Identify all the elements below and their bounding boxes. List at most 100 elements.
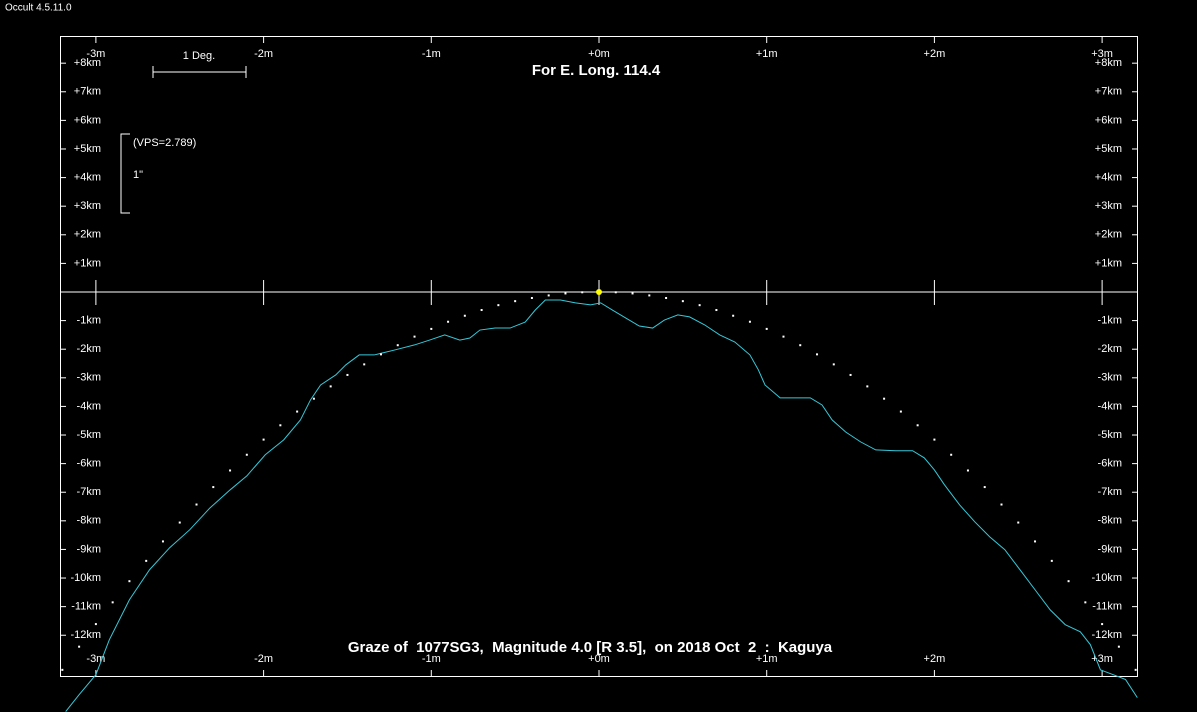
limb-dot	[279, 424, 282, 427]
y-tick-label-left: +5km	[74, 143, 101, 155]
limb-dot	[1034, 540, 1037, 543]
limb-dot	[715, 309, 718, 312]
y-tick-label-left: -1km	[77, 315, 101, 327]
limb-dot	[832, 363, 835, 366]
limb-dot	[966, 469, 969, 472]
y-tick-label-left: +7km	[74, 86, 101, 98]
y-tick-label-right: -7km	[1098, 486, 1122, 498]
y-tick-label-right: +2km	[1095, 229, 1122, 241]
x-tick-label-top: +0m	[588, 48, 610, 60]
y-tick-label-left: -4km	[77, 400, 101, 412]
limb-dot	[296, 410, 299, 413]
y-tick-label-right: -11km	[1092, 601, 1122, 613]
y-tick-label-right: +3km	[1095, 200, 1122, 212]
degree-scale-label: 1 Deg.	[183, 50, 215, 62]
limb-dot	[111, 601, 114, 604]
limb-dot	[78, 645, 81, 648]
y-tick-label-right: +4km	[1095, 171, 1122, 183]
y-tick-label-right: -2km	[1098, 343, 1122, 355]
limb-dot	[799, 344, 802, 347]
limb-dot	[145, 559, 148, 562]
x-tick-label-bottom: +3m	[1091, 653, 1113, 665]
y-tick-label-right: +8km	[1095, 57, 1122, 69]
y-tick-label-right: +1km	[1095, 257, 1122, 269]
arcsec-scale-bar	[120, 133, 130, 214]
limb-dot	[497, 304, 500, 307]
x-tick-label-bottom: +1m	[756, 653, 778, 665]
y-tick-label-right: -8km	[1098, 515, 1122, 527]
y-tick-label-right: +5km	[1095, 143, 1122, 155]
limb-dot	[329, 385, 332, 388]
limb-dot	[681, 300, 684, 303]
app-title: Occult 4.5.11.0	[5, 3, 72, 14]
limb-dot	[195, 503, 198, 506]
chart-title: For E. Long. 114.4	[532, 62, 661, 79]
profile-line	[65, 299, 1138, 712]
limb-dot	[765, 327, 768, 330]
limb-dot	[1050, 559, 1053, 562]
y-tick-label-right: -5km	[1098, 429, 1122, 441]
limb-dot	[178, 521, 181, 524]
limb-dot	[782, 335, 785, 338]
x-tick-label-top: +2m	[924, 48, 946, 60]
limb-dot	[262, 438, 265, 441]
limb-dot	[480, 309, 483, 312]
y-tick-label-left: -7km	[77, 486, 101, 498]
limb-dot	[1017, 521, 1020, 524]
limb-dot	[346, 373, 349, 376]
y-tick-label-right: -3km	[1098, 372, 1122, 384]
limb-dot	[1101, 623, 1104, 626]
limb-dot	[1134, 668, 1137, 671]
y-tick-label-right: -4km	[1098, 400, 1122, 412]
limb-dot	[128, 580, 131, 583]
y-tick-label-right: -9km	[1098, 543, 1122, 555]
x-tick-label-bottom: -1m	[422, 653, 441, 665]
limb-dot	[631, 292, 634, 295]
y-tick-label-left: +4km	[74, 171, 101, 183]
vps-label: (VPS=2.789)	[133, 137, 196, 149]
limb-dot	[983, 486, 986, 489]
limb-dot	[748, 320, 751, 323]
y-tick-label-left: -2km	[77, 343, 101, 355]
limb-dot	[212, 486, 215, 489]
limb-dot	[698, 304, 701, 307]
x-tick-label-top: +1m	[756, 48, 778, 60]
y-tick-label-left: -8km	[77, 515, 101, 527]
limb-dot	[732, 314, 735, 317]
y-tick-label-right: +7km	[1095, 86, 1122, 98]
limb-dot	[447, 320, 450, 323]
limb-dot	[1117, 645, 1120, 648]
limb-dot	[1084, 601, 1087, 604]
limb-dot	[379, 353, 382, 356]
x-tick-label-bottom: +2m	[924, 653, 946, 665]
limb-dot	[396, 344, 399, 347]
limb-dot	[161, 540, 164, 543]
y-tick-label-left: +2km	[74, 229, 101, 241]
x-tick-label-top: -1m	[422, 48, 441, 60]
y-tick-label-left: -11km	[71, 601, 101, 613]
limb-dot	[61, 668, 64, 671]
y-tick-label-left: +3km	[74, 200, 101, 212]
limb-dot	[245, 453, 248, 456]
y-tick-label-left: +1km	[74, 257, 101, 269]
y-tick-label-right: -10km	[1091, 572, 1122, 584]
limb-dot	[547, 294, 550, 297]
x-tick-label-top: -3m	[86, 48, 105, 60]
y-tick-label-left: -5km	[77, 429, 101, 441]
y-tick-label-left: -12km	[70, 629, 101, 641]
x-tick-label-bottom: -3m	[86, 653, 105, 665]
x-tick-label-bottom: -2m	[254, 653, 273, 665]
limb-dot	[312, 397, 315, 400]
x-tick-label-top: -2m	[254, 48, 273, 60]
y-tick-label-left: -9km	[77, 543, 101, 555]
y-tick-label-left: -10km	[70, 572, 101, 584]
limb-dot	[581, 291, 584, 294]
limb-dot	[94, 623, 97, 626]
limb-dot	[916, 424, 919, 427]
limb-dot	[614, 291, 617, 294]
y-tick-label-left: +8km	[74, 57, 101, 69]
limb-dot	[514, 300, 517, 303]
limb-dot	[883, 397, 886, 400]
chart-subtitle: Graze of 1077SG3, Magnitude 4.0 [R 3.5],…	[348, 639, 833, 656]
